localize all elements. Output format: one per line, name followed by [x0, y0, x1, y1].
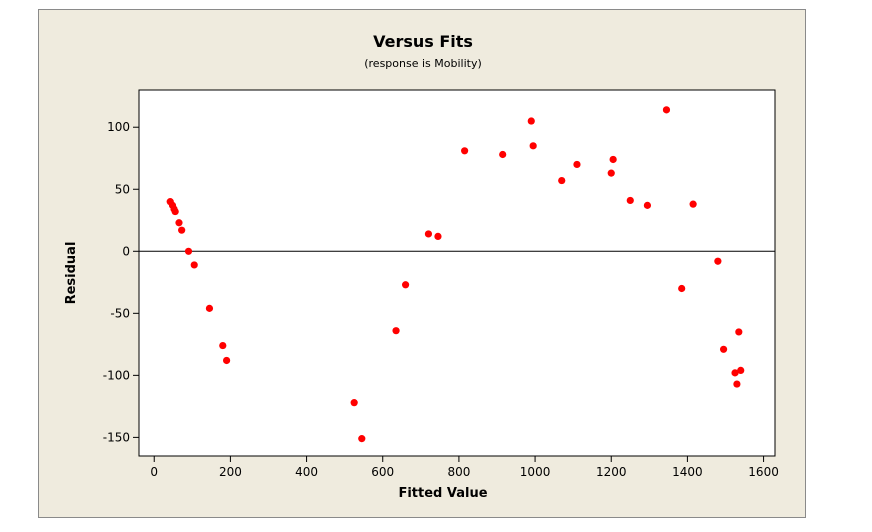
- y-tick-label: -50: [110, 306, 130, 320]
- data-point: [499, 150, 507, 159]
- y-tick-label: -100: [103, 368, 130, 382]
- x-tick-label: 0: [150, 465, 158, 479]
- data-points: [166, 106, 745, 443]
- data-point: [714, 257, 722, 265]
- x-tick-label: 1400: [672, 465, 703, 479]
- data-point: [461, 147, 469, 155]
- chart-title: Versus Fits: [373, 32, 473, 51]
- x-tick-label: 400: [295, 465, 318, 479]
- data-point: [358, 435, 366, 443]
- data-point: [178, 226, 186, 234]
- y-tick-label: -150: [103, 430, 130, 444]
- data-point: [392, 327, 400, 335]
- data-point: [731, 369, 739, 377]
- data-point: [607, 169, 615, 177]
- data-point: [643, 201, 652, 209]
- x-tick-label: 1600: [748, 465, 779, 479]
- data-point: [529, 142, 537, 150]
- data-point: [350, 399, 358, 407]
- x-tick-label: 600: [371, 465, 394, 479]
- data-point: [190, 261, 198, 269]
- x-tick-label: 800: [447, 465, 470, 479]
- data-point: [222, 356, 231, 365]
- data-point: [219, 341, 227, 350]
- x-tick-label: 200: [219, 465, 242, 479]
- data-point: [171, 207, 179, 216]
- data-point: [205, 304, 214, 312]
- axes: 0 200 400 600 800 1000 1200 1400 1600-150-100-50…: [103, 120, 779, 479]
- data-point: [401, 281, 410, 289]
- chart-panel: Versus Fits (response is Mobility) 0 200 4…: [38, 9, 806, 518]
- data-point: [184, 247, 193, 255]
- data-point: [735, 328, 743, 336]
- x-tick-label: 1200: [596, 465, 627, 479]
- y-tick-label: 100: [107, 120, 130, 134]
- data-point: [573, 160, 581, 169]
- x-tick-label: 1000: [520, 465, 551, 479]
- data-point: [175, 219, 183, 227]
- data-point: [558, 176, 566, 185]
- data-point: [733, 380, 741, 388]
- data-point: [424, 230, 433, 238]
- chart-subtitle: (response is Mobility): [364, 57, 482, 70]
- data-point: [737, 366, 745, 374]
- data-point: [626, 196, 634, 205]
- plot-area: [138, 89, 776, 457]
- y-axis-title: Residual: [64, 242, 79, 305]
- y-tick-label: 0: [122, 244, 130, 258]
- y-tick-label: 50: [115, 182, 130, 196]
- x-axis-title: Fitted Value: [398, 486, 487, 501]
- data-point: [609, 155, 617, 164]
- data-point: [662, 106, 671, 114]
- data-point: [719, 345, 728, 353]
- data-point: [689, 200, 697, 208]
- scatter-plot: Versus Fits (response is Mobility) 0 200 4…: [64, 32, 779, 501]
- data-point: [434, 232, 442, 240]
- data-point: [527, 117, 535, 125]
- data-point: [678, 284, 686, 293]
